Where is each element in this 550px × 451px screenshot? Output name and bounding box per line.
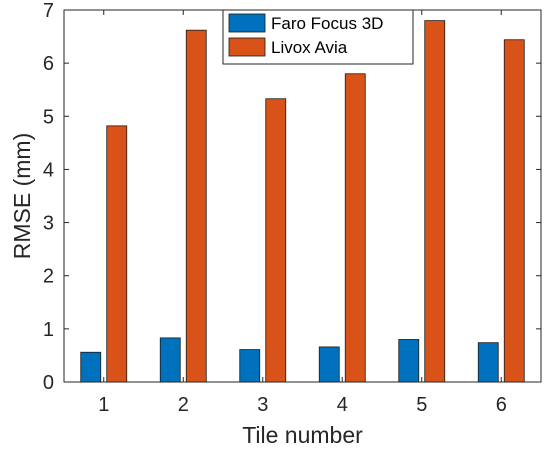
x-axis-label: Tile number [242,422,363,448]
legend-label: Faro Focus 3D [271,14,383,33]
x-tick-label: 3 [257,394,268,416]
y-tick-label: 4 [43,159,54,181]
bar-faro-focus-3d-tile-3 [239,349,261,383]
bar-faro-focus-3d-tile-2 [159,337,181,383]
x-tick-label: 4 [337,394,348,416]
plot-area [63,9,542,383]
y-tick-label: 1 [43,319,54,341]
y-axis-label: RMSE (mm) [9,133,35,259]
plot-frame [63,9,542,383]
bar-livox-avia-tile-6 [503,39,525,383]
legend-label: Livox Avia [271,38,348,57]
bar-faro-focus-3d-tile-4 [318,346,340,383]
x-tick-label: 1 [98,394,109,416]
x-tick-label: 2 [178,394,189,416]
y-tick-label: 7 [43,0,54,22]
bar-faro-focus-3d-tile-5 [398,339,420,383]
x-tick-labels: 1 2 3 4 5 6 [98,10,507,416]
y-tick-label: 6 [43,53,54,75]
bar-livox-avia-tile-1 [106,125,128,383]
legend: Faro Focus 3D Livox Avia [222,9,414,65]
bar-livox-avia-tile-5 [424,20,446,383]
y-tick-label: 3 [43,213,54,235]
bar-faro-focus-3d-tile-1 [80,351,102,383]
bars-group [80,20,525,383]
legend-swatch [228,13,266,33]
y-tick-label: 2 [43,266,54,288]
y-tick-label: 0 [43,372,54,394]
x-tick-label: 6 [496,394,507,416]
bar-livox-avia-tile-2 [185,29,207,383]
x-tick-label: 5 [416,394,427,416]
bar-faro-focus-3d-tile-6 [477,342,499,383]
bar-livox-avia-tile-3 [265,98,287,383]
y-tick-label: 5 [43,106,54,128]
legend-swatch [228,37,266,57]
y-tick-labels: 0 1 2 3 4 5 6 7 [43,0,541,394]
bar-livox-avia-tile-4 [344,73,366,383]
